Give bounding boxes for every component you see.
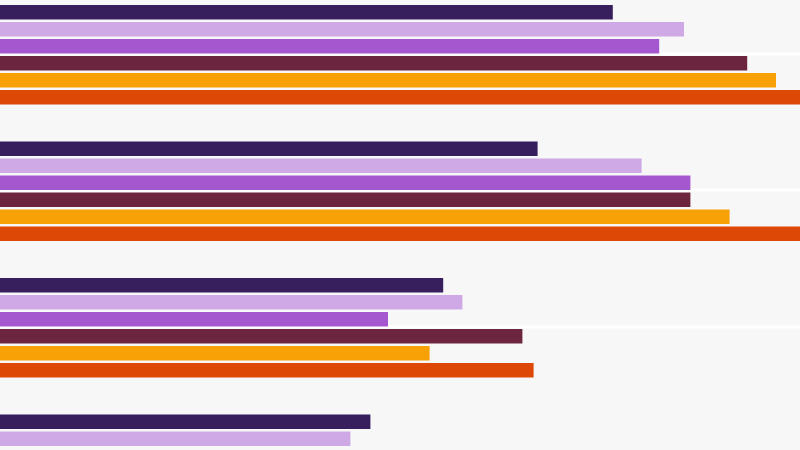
bar — [0, 22, 684, 37]
bar — [0, 175, 691, 190]
bar — [0, 141, 538, 156]
bar — [0, 192, 691, 207]
bar — [0, 39, 660, 54]
bar — [0, 431, 351, 446]
bar — [0, 158, 642, 173]
bar — [0, 363, 534, 378]
bar — [0, 278, 444, 293]
bar — [0, 209, 730, 224]
bar — [0, 414, 371, 429]
bar — [0, 5, 613, 20]
bar — [0, 312, 388, 327]
bars — [0, 5, 800, 446]
bar — [0, 346, 430, 361]
bar — [0, 90, 800, 105]
bar — [0, 73, 776, 88]
bar — [0, 226, 800, 241]
bar — [0, 329, 523, 344]
bar — [0, 56, 748, 71]
bar — [0, 295, 463, 310]
